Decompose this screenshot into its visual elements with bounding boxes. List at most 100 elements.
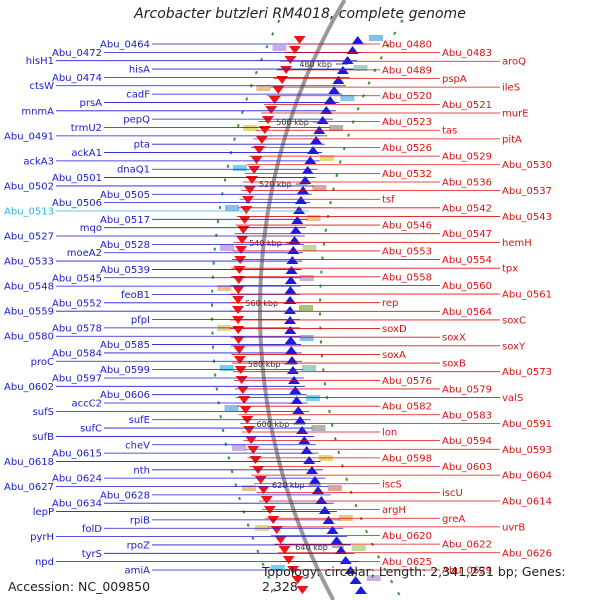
forward-gene-arrow [351,36,364,44]
feature-block [299,305,314,311]
reverse-gene-arrow [232,286,245,294]
reverse-gene-arrow [278,546,291,554]
forward-gene-arrow [293,206,306,214]
feature-block [231,445,246,451]
genome-backbone [258,0,347,600]
gene-label: Abu_0578 [52,323,102,334]
gene-label: ileS [502,83,520,94]
gene-label: cadF [126,90,150,101]
gene-label: Abu_0625 [382,557,432,568]
gene-label: valS [502,393,523,404]
feature-block [301,365,316,371]
scale-tick-label: 520 kbp [259,180,292,189]
gene-label: Abu_0529 [442,152,492,163]
gene-label: sufE [129,415,150,426]
forward-gene-arrow [301,166,314,174]
gene-label: Abu_0604 [502,471,552,482]
gene-label: Abu_0537 [502,186,552,197]
gene-label: rpiB [130,515,150,526]
reverse-gene-arrow [232,306,245,314]
forward-gene-arrow [354,586,367,594]
reverse-gene-arrow [240,206,253,214]
forward-gene-arrow [307,146,320,154]
reverse-gene-arrow [261,116,274,124]
right-gene-labels: Abu_0480 Abu_0483 aroQ Abu_0489 pspA ileS Abu_… [230,40,552,577]
feature-block [242,485,257,491]
gene-label: Abu_0599 [100,365,150,376]
forward-gene-arrow [289,386,302,394]
reverse-gene-arrow [235,246,248,254]
reverse-gene-arrow [257,486,270,494]
gene-label: Abu_0598 [382,453,432,464]
gene-label: Abu_0502 [4,181,54,192]
gene-label: Abu_0622 [442,540,492,551]
gene-label: npd [35,557,54,568]
forward-gene-arrow [339,556,352,564]
forward-gene-arrow [349,576,362,584]
gene-label: Abu_0532 [382,169,432,180]
reverse-gene-arrow [274,536,287,544]
gene-label: Abu_0629 [442,566,492,577]
gene-label: rep [382,298,398,309]
gene-label: Abu_0513 [4,206,54,217]
gene-label: Abu_0615 [52,449,102,460]
gene-label: soxA [382,350,406,361]
forward-gene-arrow [284,306,297,314]
gene-label: pspA [442,74,467,85]
gene-label: Abu_0559 [4,307,54,318]
map-title: Arcobacter butzleri RM4018, complete gen… [134,6,466,22]
gene-label: Abu_0634 [52,499,102,510]
reverse-gene-arrow [232,326,245,334]
reverse-gene-arrow [239,406,252,414]
forward-gene-arrow [291,216,304,224]
gene-label: Abu_0561 [502,290,552,301]
gene-label: Abu_0580 [4,332,54,343]
reverse-gene-arrow [238,216,251,224]
gene-label: trmU2 [71,123,102,134]
reverse-gene-arrow [248,166,261,174]
gene-label: Abu_0517 [100,215,150,226]
feature-block [224,405,239,411]
gene-label: soxB [442,359,466,370]
forward-gene-arrow [286,256,299,264]
forward-gene-arrow [296,186,309,194]
feature-block [219,245,234,251]
gene-label: Abu_0553 [382,246,432,257]
reverse-gene-arrow [296,586,309,594]
gene-label: Abu_0506 [52,198,102,209]
gene-label: mqo [80,223,102,234]
scale-tick-label: 640 kbp [295,543,328,552]
gene-label: soxD [382,324,407,335]
forward-gene-arrow [326,526,339,534]
feature-block [217,285,232,291]
feature-block [327,485,342,491]
forward-gene-arrow [284,326,297,334]
gene-label: Abu_0543 [502,212,552,223]
reverse-gene-arrow [245,436,258,444]
gene-label: Abu_0533 [4,257,54,268]
gene-label: tas [442,126,457,137]
gene-label: Abu_0536 [442,177,492,188]
gene-label: feoB1 [121,290,150,301]
gene-label: pitA [502,134,522,145]
reverse-gene-arrow [233,266,246,274]
feature-block [256,85,271,91]
forward-gene-arrow [304,156,317,164]
scale-tick-label: 620 kbp [272,481,305,490]
reverse-gene-arrow [282,556,295,564]
gene-label: sufB [32,432,54,443]
gene-label: amiA [125,566,151,577]
reverse-gene-arrow [250,156,263,164]
reverse-gene-arrow [236,236,249,244]
reverse-gene-arrow [272,86,285,94]
feature-block [368,35,383,41]
reverse-gene-arrow [255,136,268,144]
reverse-gene-arrow [268,96,281,104]
gene-label: Abu_0594 [442,436,492,447]
reverse-gene-arrow [291,576,304,584]
gene-label: Abu_0584 [52,348,102,359]
feature-block [232,165,247,171]
gene-label: iscU [442,488,463,499]
feature-block [299,275,314,281]
